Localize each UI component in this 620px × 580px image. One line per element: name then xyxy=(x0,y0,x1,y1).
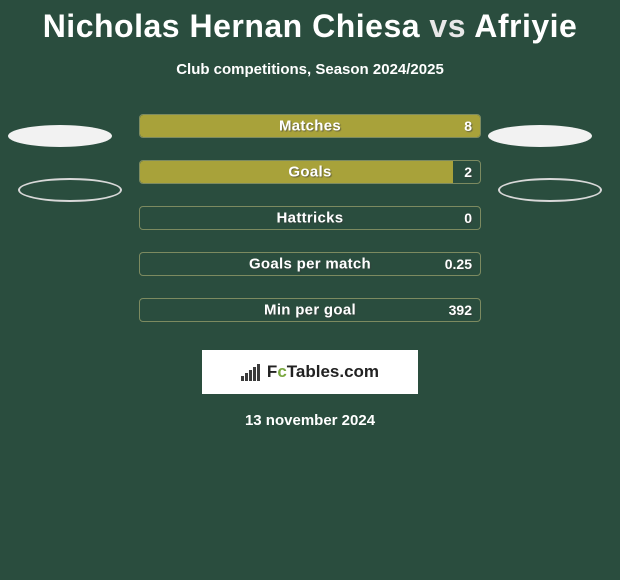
stat-bar-value: 0 xyxy=(464,210,472,226)
logo-accent: c xyxy=(277,362,286,381)
player-oval xyxy=(488,125,592,147)
stats-bar-chart: Matches8Goals2Hattricks0Goals per match0… xyxy=(139,114,481,322)
player-oval xyxy=(8,125,112,147)
stat-bar: Goals2 xyxy=(139,160,481,184)
page-title: Nicholas Hernan Chiesa vs Afriyie xyxy=(0,0,620,45)
stat-bar-value: 392 xyxy=(449,302,472,318)
stat-bar-label: Min per goal xyxy=(140,302,480,319)
logo-text: FcTables.com xyxy=(267,362,379,382)
logo-suffix: Tables.com xyxy=(287,362,379,381)
player-oval xyxy=(18,178,122,202)
stat-bar: Matches8 xyxy=(139,114,481,138)
stat-bar-value: 2 xyxy=(464,164,472,180)
logo-prefix: F xyxy=(267,362,277,381)
stat-bar: Hattricks0 xyxy=(139,206,481,230)
stat-bar-value: 0.25 xyxy=(445,256,472,272)
stat-bar-label: Goals xyxy=(140,164,480,181)
logo-bar-icon xyxy=(241,363,263,381)
title-vs: vs xyxy=(429,8,466,44)
subtitle: Club competitions, Season 2024/2025 xyxy=(0,61,620,78)
stat-bar-value: 8 xyxy=(464,118,472,134)
stat-bar-label: Matches xyxy=(140,118,480,135)
stat-bar-label: Hattricks xyxy=(140,210,480,227)
fctables-logo: FcTables.com xyxy=(202,350,418,394)
stat-bar: Goals per match0.25 xyxy=(139,252,481,276)
stat-bar: Min per goal392 xyxy=(139,298,481,322)
title-player1: Nicholas Hernan Chiesa xyxy=(43,8,420,44)
stat-bar-label: Goals per match xyxy=(140,256,480,273)
title-player2: Afriyie xyxy=(474,8,577,44)
player-oval xyxy=(498,178,602,202)
date-label: 13 november 2024 xyxy=(0,412,620,429)
